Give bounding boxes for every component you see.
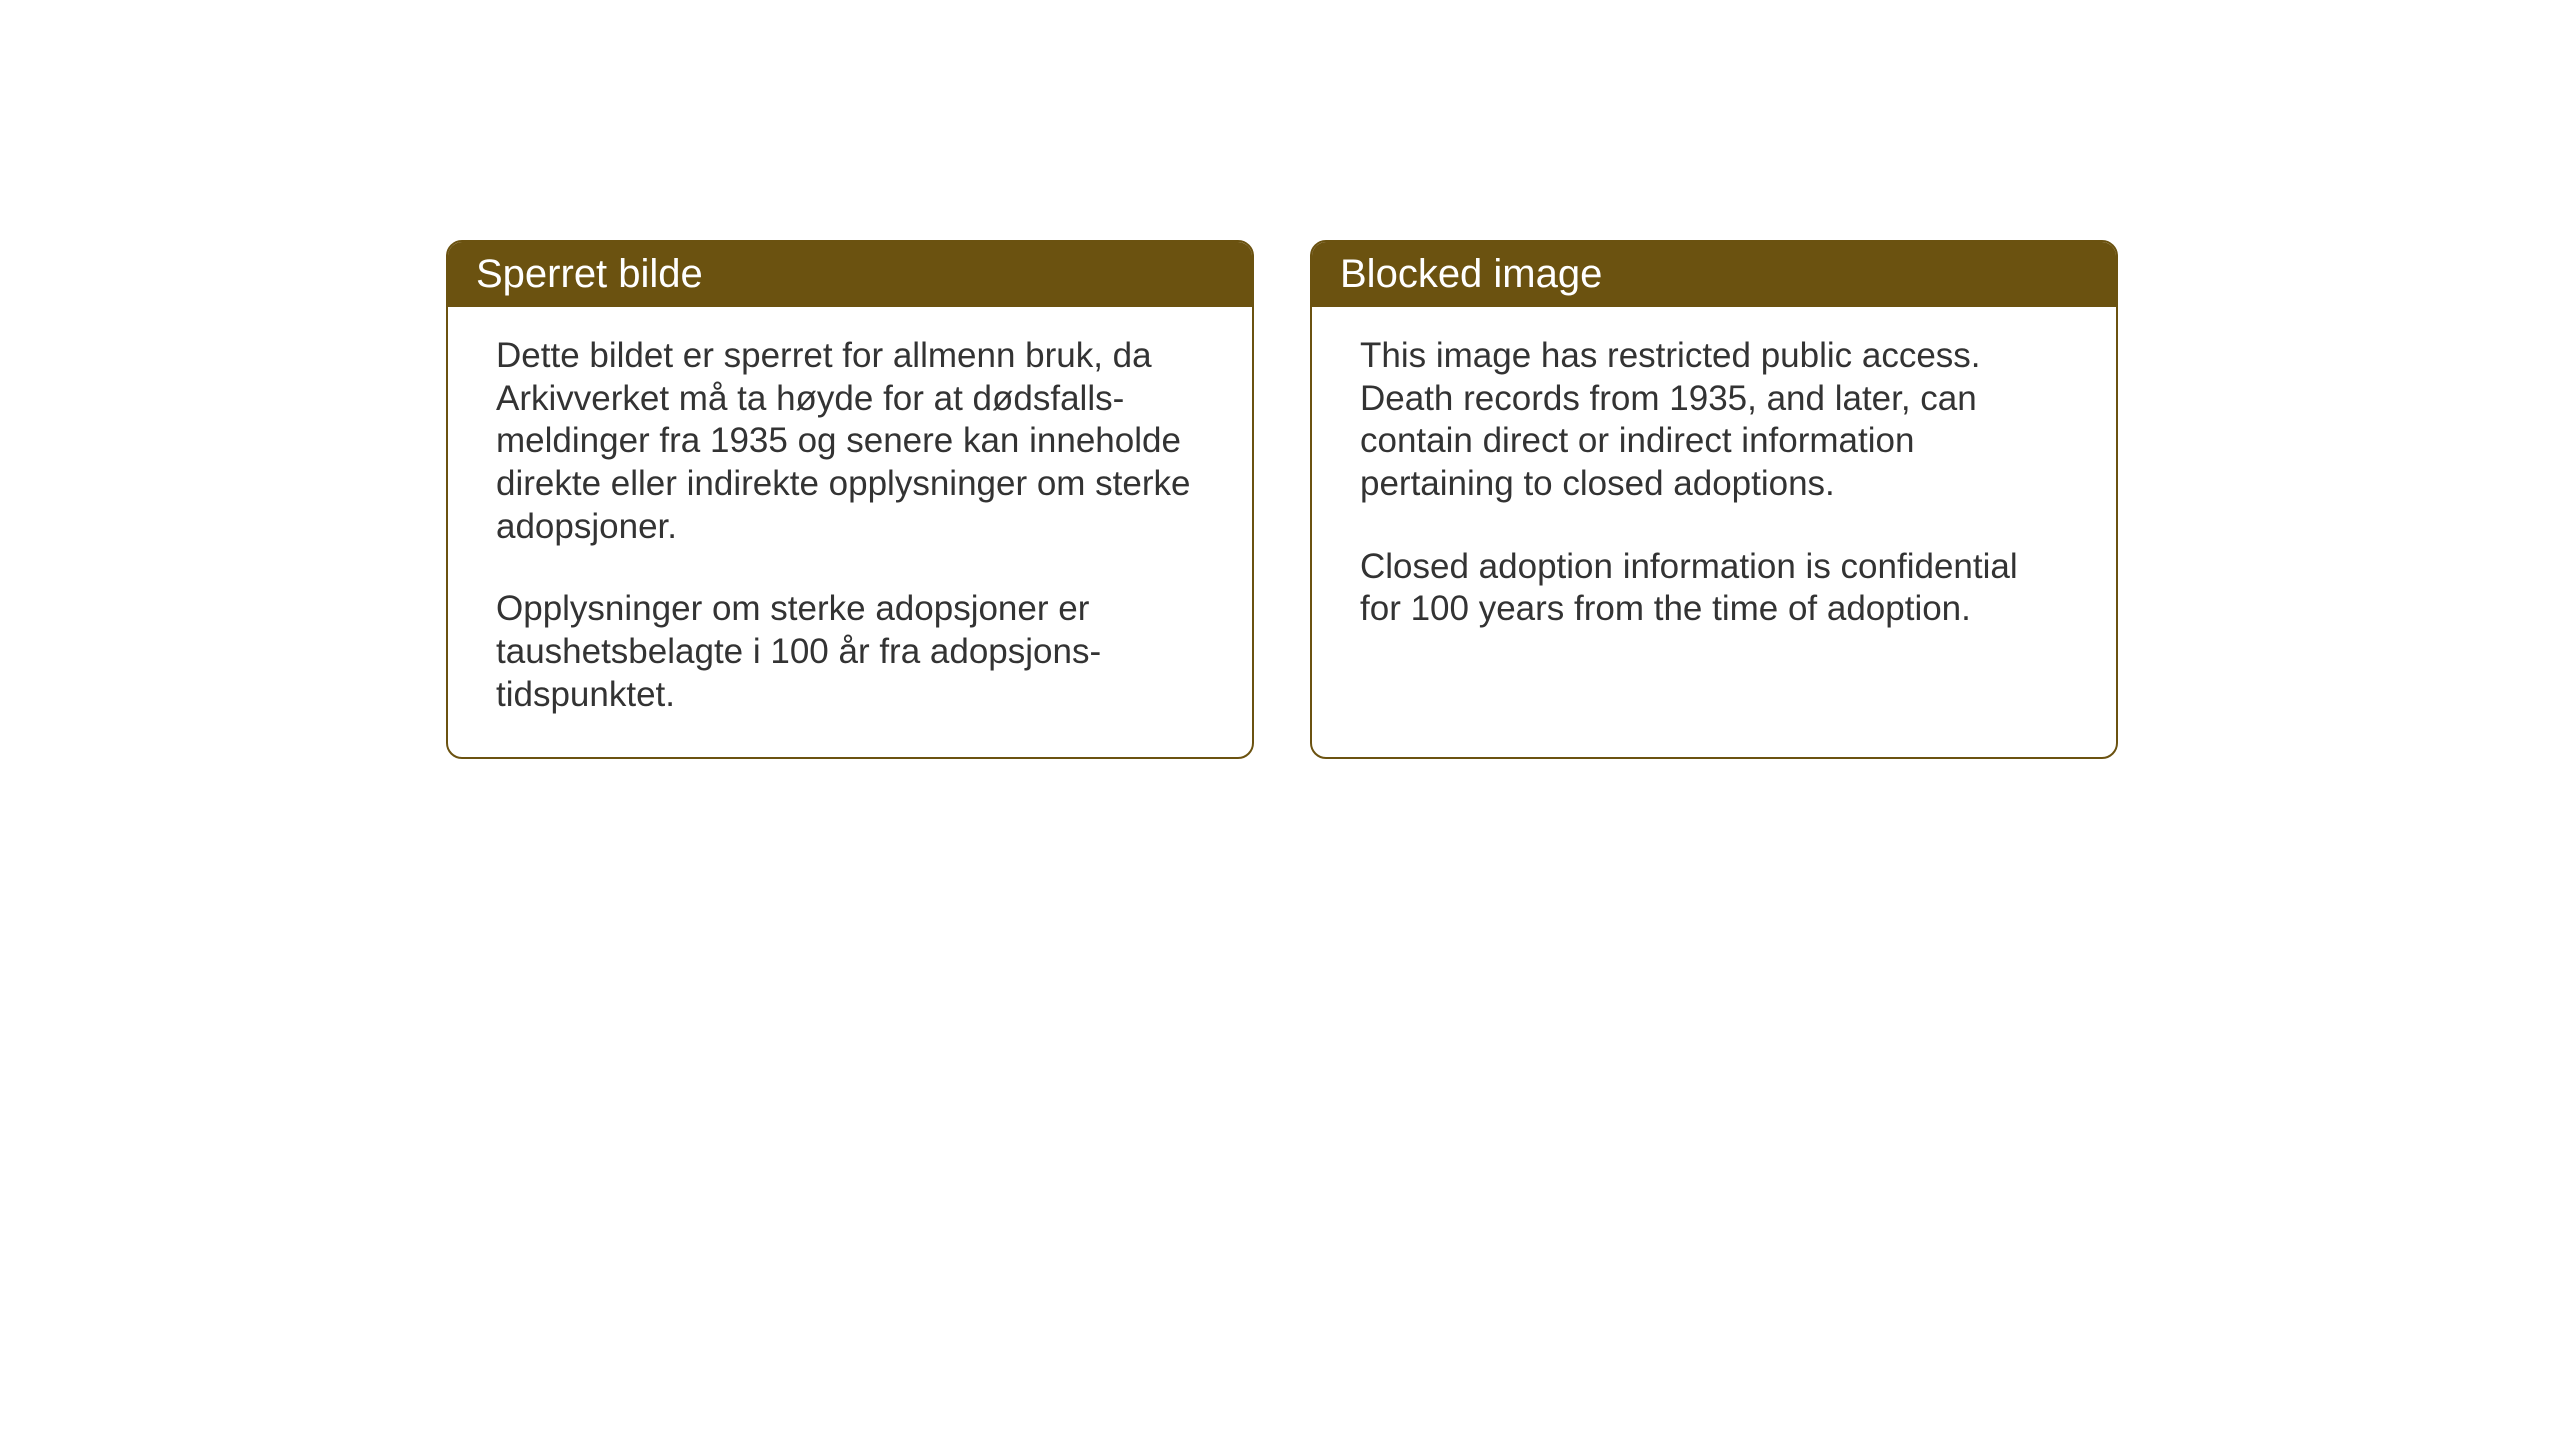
- norwegian-card-body: Dette bildet er sperret for allmenn bruk…: [448, 307, 1252, 757]
- notice-container: Sperret bilde Dette bildet er sperret fo…: [446, 240, 2118, 759]
- english-notice-card: Blocked image This image has restricted …: [1310, 240, 2118, 759]
- norwegian-notice-card: Sperret bilde Dette bildet er sperret fo…: [446, 240, 1254, 759]
- english-card-body: This image has restricted public access.…: [1312, 307, 2116, 747]
- english-paragraph-1: This image has restricted public access.…: [1360, 335, 2068, 506]
- norwegian-card-header: Sperret bilde: [448, 242, 1252, 307]
- norwegian-card-title: Sperret bilde: [476, 252, 703, 296]
- english-paragraph-2: Closed adoption information is confident…: [1360, 546, 2068, 631]
- norwegian-paragraph-2: Opplysninger om sterke adopsjoner er tau…: [496, 588, 1204, 716]
- english-card-header: Blocked image: [1312, 242, 2116, 307]
- norwegian-paragraph-1: Dette bildet er sperret for allmenn bruk…: [496, 335, 1204, 548]
- english-card-title: Blocked image: [1340, 252, 1602, 296]
